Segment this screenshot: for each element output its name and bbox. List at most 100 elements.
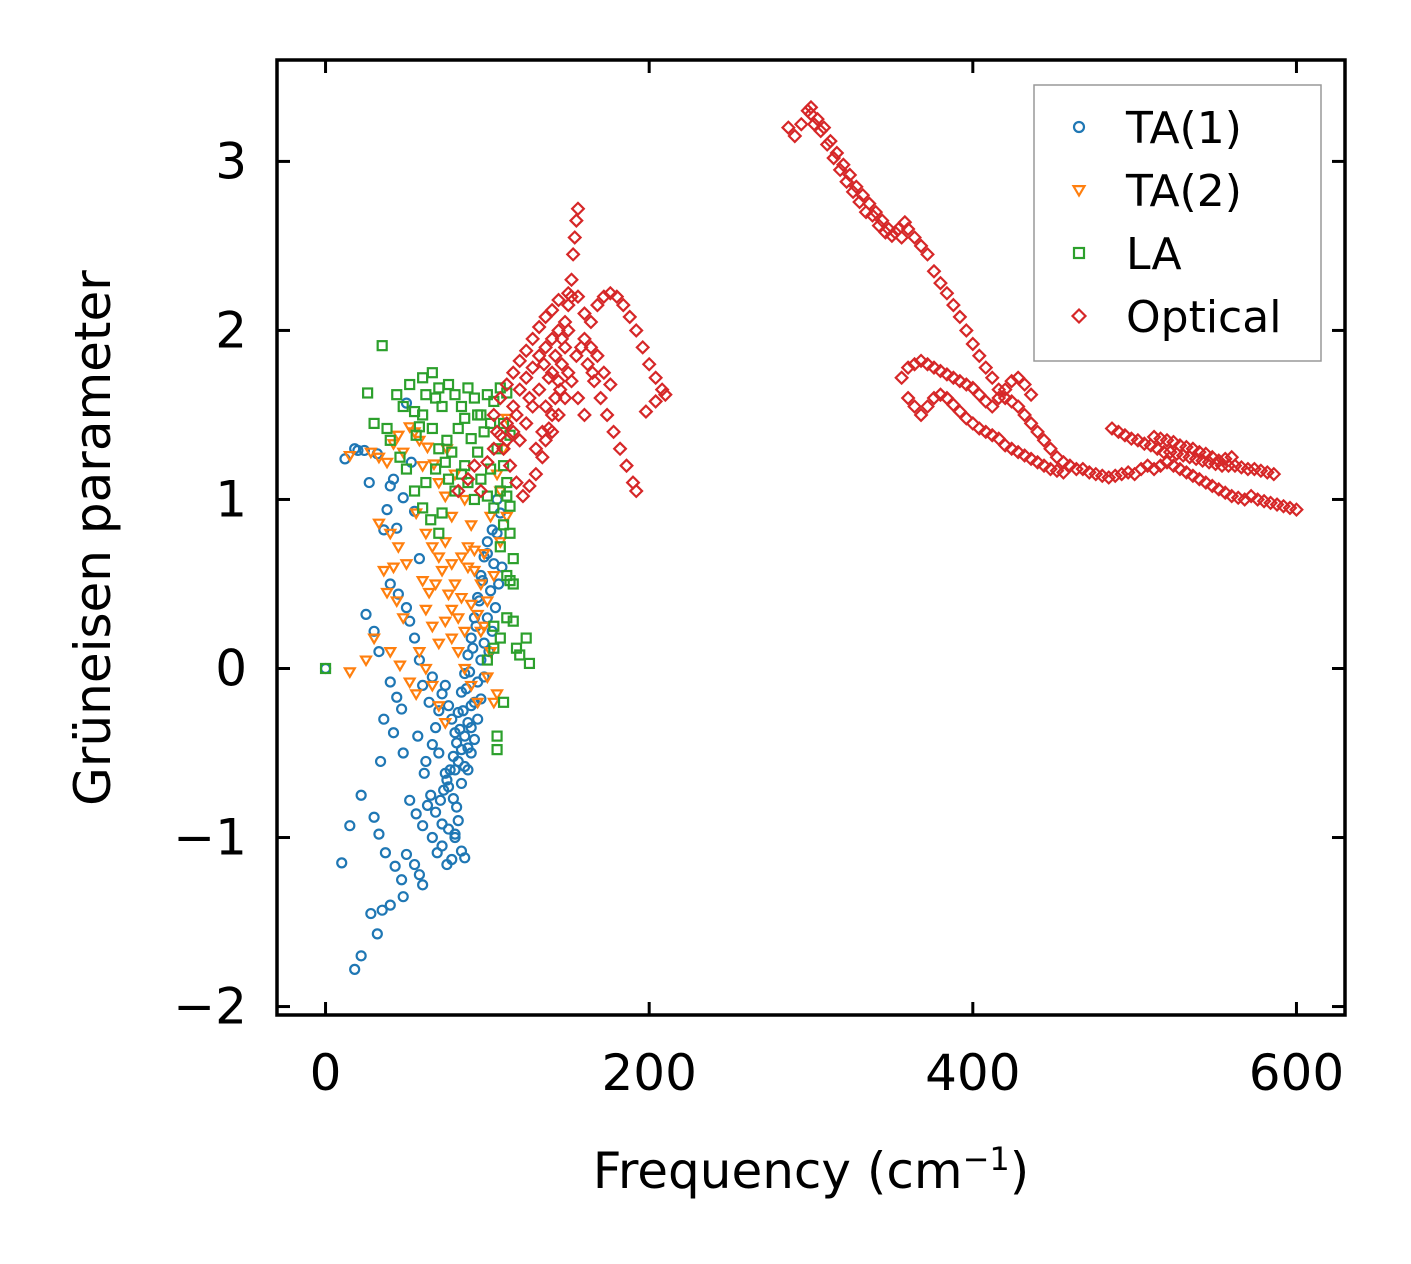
data-point	[835, 157, 851, 173]
data-point	[396, 874, 408, 886]
data-point	[417, 679, 429, 691]
data-point	[423, 696, 435, 708]
data-point	[619, 458, 634, 474]
x-tick-label: 0	[310, 1044, 342, 1102]
data-point	[425, 789, 437, 801]
data-point	[396, 613, 411, 625]
data-point	[865, 208, 880, 223]
data-point	[483, 511, 498, 524]
data-point	[438, 537, 453, 549]
data-point	[1043, 441, 1058, 457]
data-point	[589, 348, 605, 364]
data-point	[434, 794, 447, 806]
data-point	[457, 705, 469, 717]
data-point	[622, 309, 638, 325]
data-point	[425, 514, 437, 526]
data-point	[418, 604, 433, 617]
data-point	[560, 365, 576, 381]
data-point	[418, 663, 433, 676]
data-point	[596, 365, 612, 381]
data-point	[455, 777, 468, 790]
data-point	[1056, 454, 1071, 470]
data-point	[525, 360, 541, 376]
data-point	[319, 662, 332, 675]
data-point	[449, 727, 461, 739]
data-point	[433, 527, 445, 539]
data-point	[367, 633, 381, 646]
data-point	[464, 599, 479, 612]
data-point	[499, 416, 515, 431]
data-point	[408, 632, 421, 644]
data-point	[1023, 387, 1039, 403]
data-point	[609, 289, 625, 305]
data-point	[920, 399, 935, 414]
data-point	[413, 869, 425, 881]
data-point	[965, 336, 981, 352]
data-point	[438, 718, 453, 730]
data-point	[900, 390, 916, 406]
data-point	[635, 339, 651, 355]
data-point	[481, 654, 493, 666]
data-point	[514, 649, 526, 661]
data-point	[952, 309, 968, 325]
data-point	[472, 409, 484, 421]
data-point	[509, 407, 524, 423]
data-point	[803, 99, 819, 115]
data-point	[426, 831, 438, 844]
data-point	[499, 432, 515, 448]
data-point	[381, 422, 393, 435]
data-point	[376, 340, 388, 352]
data-point	[1056, 465, 1071, 480]
data-point	[460, 471, 476, 487]
data-point	[1149, 441, 1165, 457]
data-point	[897, 214, 913, 230]
data-point	[1117, 427, 1133, 443]
data-point	[480, 672, 495, 685]
data-point	[490, 469, 504, 482]
data-point	[417, 409, 429, 421]
data-point	[544, 331, 560, 347]
data-point	[481, 536, 493, 548]
data-point	[439, 456, 451, 468]
data-point	[602, 377, 618, 392]
data-point	[499, 511, 514, 524]
data-point	[404, 378, 416, 391]
data-point	[426, 367, 438, 379]
data-point	[615, 297, 631, 313]
data-point	[400, 397, 413, 409]
data-point	[402, 677, 417, 690]
data-point	[400, 848, 413, 861]
data-point	[1010, 399, 1026, 414]
data-point	[478, 426, 490, 438]
data-point	[355, 789, 367, 801]
data-point	[920, 246, 935, 262]
data-point	[468, 733, 481, 746]
data-point	[907, 356, 922, 372]
data-point	[391, 542, 406, 554]
data-point	[459, 730, 471, 742]
y-tick-label: 3	[215, 132, 247, 190]
data-point	[441, 589, 456, 602]
data-point	[468, 493, 481, 506]
data-point	[389, 860, 401, 872]
data-point	[520, 632, 532, 644]
data-point	[336, 857, 348, 869]
data-point	[577, 306, 592, 321]
data-point	[470, 609, 485, 622]
data-point	[389, 596, 404, 609]
data-point	[1166, 458, 1181, 474]
data-point	[907, 399, 922, 414]
data-point	[342, 450, 357, 463]
data-point	[602, 285, 618, 301]
data-point	[1017, 448, 1033, 463]
data-point	[1101, 470, 1117, 485]
data-point	[512, 353, 528, 369]
data-point	[1217, 485, 1233, 501]
data-point	[455, 744, 468, 756]
data-point	[544, 424, 560, 440]
data-point	[412, 647, 427, 659]
data-point	[933, 387, 948, 403]
data-point	[551, 292, 566, 308]
data-point	[900, 360, 916, 376]
data-point	[474, 579, 488, 592]
